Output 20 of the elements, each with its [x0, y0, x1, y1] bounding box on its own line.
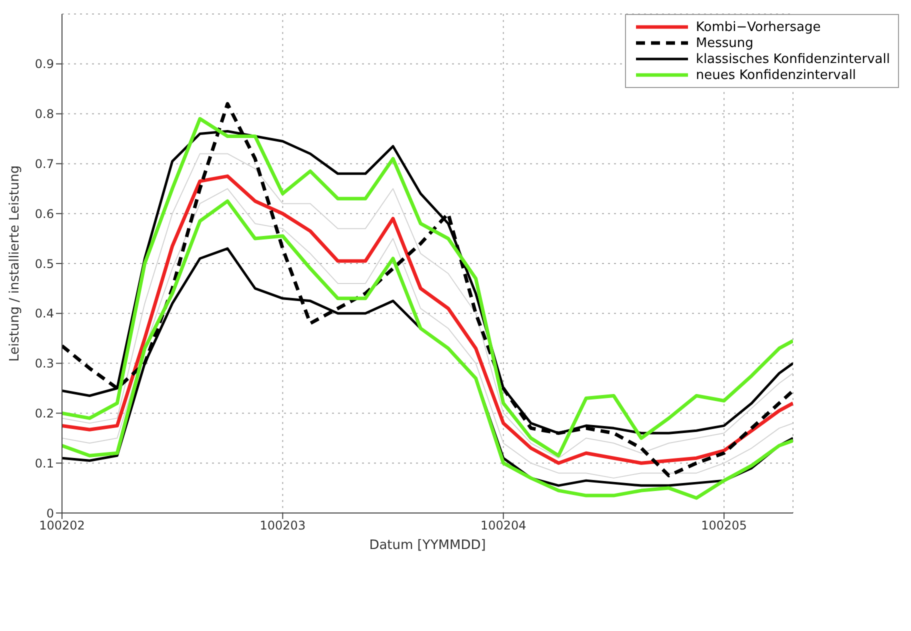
y-tick-label: 0.8: [34, 107, 54, 122]
y-axis-title: Leistung / installierte Leistung: [8, 165, 23, 362]
y-tick-label: 0.9: [34, 57, 54, 72]
x-axis-title: Datum [YYMMDD]: [369, 538, 486, 553]
x-tick-label: 100204: [480, 518, 526, 533]
legend-label: klassisches Konfidenzintervall: [696, 52, 890, 66]
legend-label: neues Konfidenzintervall: [696, 68, 856, 82]
y-tick-label: 0.3: [34, 356, 54, 371]
y-tick-label: 0.2: [34, 406, 54, 420]
legend-label: Kombi−Vorhersage: [696, 20, 821, 34]
y-tick-label: 0.5: [34, 256, 54, 271]
y-tick-label: 0.4: [34, 306, 54, 321]
y-tick-label: 0: [46, 506, 54, 520]
x-tick-label: 100205: [701, 518, 747, 533]
y-tick-label: 0.7: [34, 156, 54, 171]
x-tick-label: 100203: [260, 518, 306, 533]
y-tick-label: 0.1: [34, 456, 54, 470]
y-tick-label: 0.6: [34, 206, 54, 221]
x-tick-label: 100202: [39, 518, 85, 533]
legend-label: Messung: [696, 36, 754, 50]
